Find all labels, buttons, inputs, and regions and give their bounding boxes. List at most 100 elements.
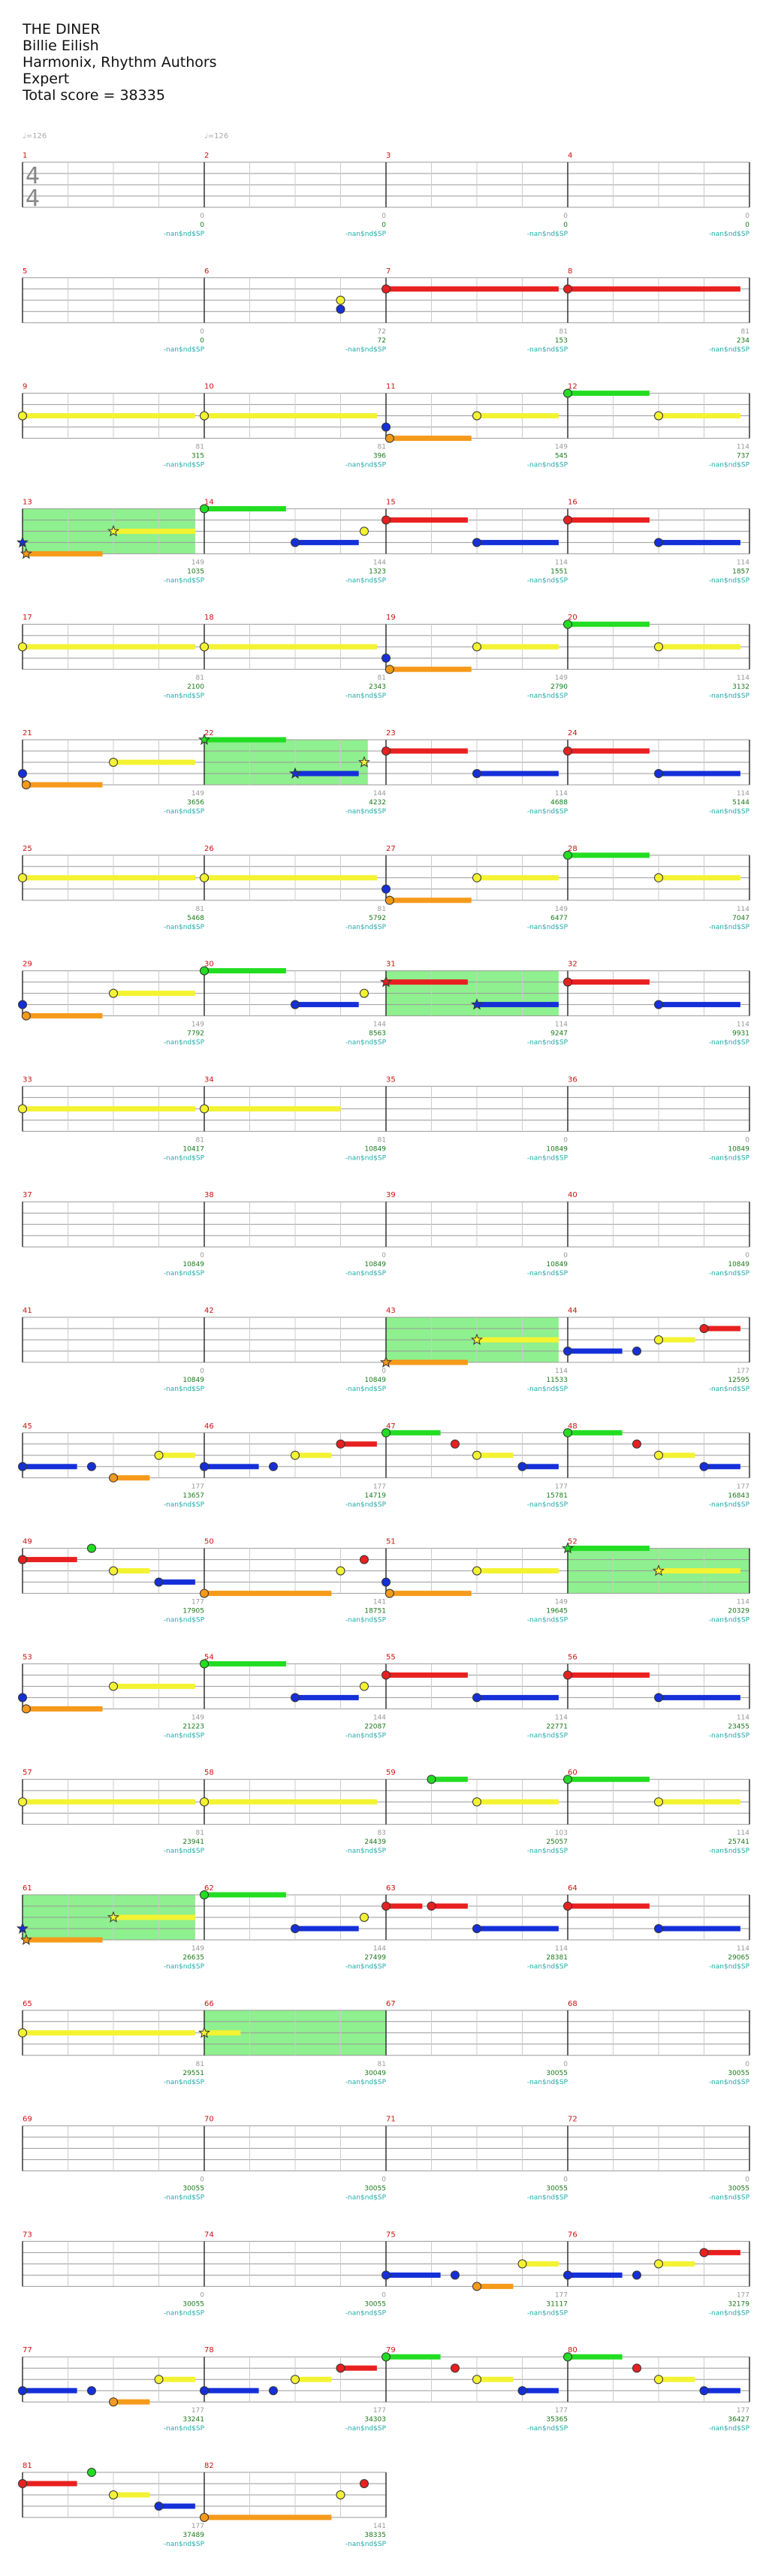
note-yellow	[654, 2259, 663, 2269]
measure-note-score: 177	[191, 1599, 204, 1606]
measure-number: 38	[204, 1191, 214, 1199]
sustain-red	[568, 1672, 650, 1678]
measure-note-score: 177	[737, 2291, 749, 2299]
measure-note-score: 81	[559, 328, 568, 336]
measure-number: 15	[386, 498, 396, 506]
cumulative-score: 396	[373, 453, 386, 460]
note-yellow	[109, 758, 118, 767]
star-power-label: -nan$nd$SP	[709, 1039, 750, 1047]
measure-note-score: 0	[381, 1252, 386, 1259]
cumulative-score: 30055	[182, 2185, 204, 2193]
sustain-yellow	[23, 1106, 195, 1112]
sustain-red	[386, 748, 468, 754]
note-blue	[563, 1347, 572, 1356]
measure-number: 79	[386, 2346, 396, 2354]
note-blue	[632, 1347, 641, 1356]
star-power-label: -nan$nd$SP	[709, 346, 750, 354]
cumulative-score: 12595	[728, 1377, 749, 1384]
measure-number: 30	[204, 961, 214, 969]
sustain-blue	[522, 2387, 559, 2394]
sustain-blue	[204, 2387, 259, 2394]
note-orange	[384, 1588, 394, 1598]
star-note-blue-icon	[16, 536, 29, 548]
cumulative-score: 14719	[364, 1492, 386, 1500]
note-blue	[517, 1461, 527, 1471]
cumulative-score: 5468	[187, 915, 204, 922]
sustain-green	[568, 1776, 650, 1782]
measure-note-score: 114	[737, 1021, 749, 1029]
star-note-red-icon	[379, 976, 393, 988]
star-note-blue-icon	[16, 1922, 29, 1934]
note-blue	[268, 1461, 278, 1471]
cumulative-score: 3132	[732, 683, 749, 691]
cumulative-score: 1323	[369, 568, 386, 575]
note-yellow	[109, 1682, 118, 1691]
note-blue	[18, 1693, 27, 1703]
cumulative-score: 10849	[546, 1261, 568, 1268]
sustain-yellow	[113, 759, 195, 765]
measure-number: 75	[386, 2231, 396, 2239]
measure-number: 17	[23, 614, 32, 622]
sustain-red	[340, 1441, 377, 1447]
note-blue	[336, 304, 345, 314]
sustain-blue	[295, 1926, 359, 1932]
sustain-yellow	[113, 528, 195, 534]
measure-number: 50	[204, 1538, 214, 1546]
cumulative-score: 30055	[728, 2185, 749, 2193]
measure-note-score: 0	[200, 2176, 204, 2184]
measure-number: 55	[386, 1653, 396, 1661]
cumulative-score: 30049	[364, 2070, 386, 2077]
measure-number: 18	[204, 614, 214, 622]
measure-note-score: 0	[745, 2061, 749, 2068]
cumulative-score: 23941	[182, 1838, 204, 1846]
cumulative-score: 20329	[728, 1608, 749, 1615]
note-orange	[472, 2282, 481, 2291]
sustain-green	[204, 1661, 286, 1667]
measure-note-score: 0	[745, 1252, 749, 1259]
star-power-label: -nan$nd$SP	[709, 692, 750, 700]
measure-number: 31	[386, 961, 396, 969]
sustain-yellow	[477, 1799, 559, 1805]
cumulative-score: 34303	[364, 2416, 386, 2424]
sustain-green	[204, 737, 286, 743]
measure-note-score: 0	[745, 1136, 749, 1144]
sustain-orange	[26, 1937, 103, 1943]
cumulative-score: 24439	[364, 1838, 386, 1846]
note-yellow	[359, 526, 369, 536]
sustain-yellow	[23, 875, 195, 881]
sustain-yellow	[158, 1452, 195, 1458]
cumulative-score: 4688	[550, 799, 568, 807]
star-power-label: -nan$nd$SP	[164, 231, 205, 238]
sustain-blue	[568, 2272, 623, 2278]
note-blue	[18, 1461, 27, 1471]
measure-note-score: 0	[563, 1252, 568, 1259]
sustain-blue	[477, 1002, 559, 1008]
song-difficulty: Expert	[23, 71, 70, 87]
note-blue	[200, 2386, 209, 2396]
note-blue	[291, 538, 300, 547]
sustain-blue	[295, 539, 359, 545]
note-yellow	[654, 642, 663, 652]
sustain-blue	[659, 1002, 740, 1008]
star-power-label: -nan$nd$SP	[345, 1154, 387, 1162]
note-blue	[18, 2386, 27, 2396]
measure-note-score: 0	[563, 1136, 568, 1144]
star-power-label: -nan$nd$SP	[709, 2079, 750, 2086]
star-power-label: -nan$nd$SP	[164, 1386, 205, 1393]
measure-number: 67	[386, 2000, 396, 2008]
sustain-orange	[26, 1013, 103, 1019]
star-power-label: -nan$nd$SP	[709, 1963, 750, 1971]
star-power-label: -nan$nd$SP	[164, 462, 205, 469]
measure-number: 45	[23, 1422, 32, 1431]
sustain-blue	[204, 1464, 259, 1470]
cumulative-score: 17905	[182, 1608, 204, 1615]
measure-note-score: 0	[745, 213, 749, 220]
measure-note-score: 0	[563, 2061, 568, 2068]
cumulative-score: 10849	[728, 1261, 749, 1268]
sustain-red	[23, 1557, 77, 1563]
note-yellow	[472, 642, 481, 652]
star-note-orange-icon	[379, 1356, 393, 1368]
measure-note-score: 81	[196, 1136, 204, 1144]
measure-number: 32	[568, 961, 578, 969]
measure-note-score: 81	[196, 674, 204, 682]
